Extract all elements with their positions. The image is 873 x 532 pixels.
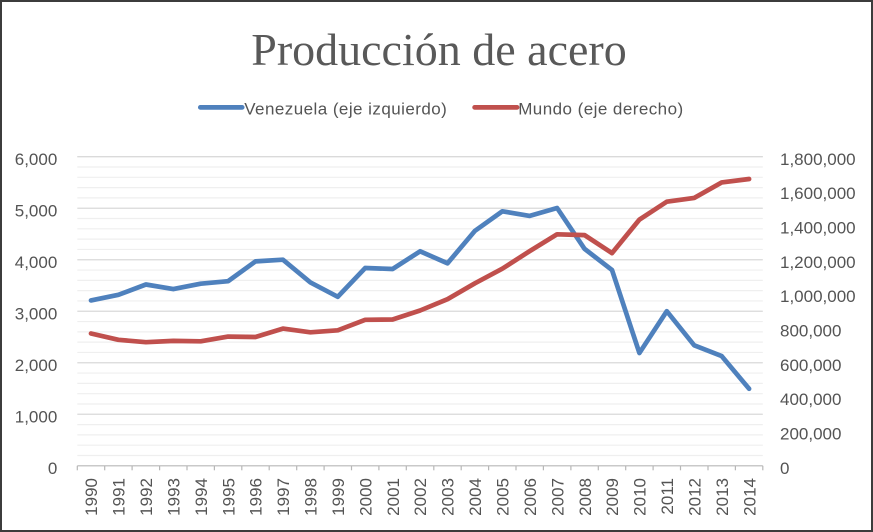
svg-text:2004: 2004 xyxy=(466,478,485,516)
svg-text:1,000,000: 1,000,000 xyxy=(780,287,856,306)
svg-text:1995: 1995 xyxy=(219,478,238,516)
svg-text:1999: 1999 xyxy=(329,478,348,516)
svg-text:2013: 2013 xyxy=(713,478,732,516)
svg-text:Venezuela (eje izquierdo): Venezuela (eje izquierdo) xyxy=(244,100,447,119)
svg-text:2007: 2007 xyxy=(548,478,567,516)
svg-text:2010: 2010 xyxy=(631,478,650,516)
svg-text:1991: 1991 xyxy=(110,478,129,516)
svg-text:2003: 2003 xyxy=(439,478,458,516)
svg-text:0: 0 xyxy=(48,459,57,478)
svg-text:2000: 2000 xyxy=(356,478,375,516)
svg-text:Mundo (eje derecho): Mundo (eje derecho) xyxy=(518,100,683,119)
svg-text:1,400,000: 1,400,000 xyxy=(780,219,856,238)
svg-text:2009: 2009 xyxy=(603,478,622,516)
svg-text:2001: 2001 xyxy=(384,478,403,516)
svg-text:Producción de acero: Producción de acero xyxy=(251,24,627,75)
svg-text:1992: 1992 xyxy=(137,478,156,516)
svg-text:1994: 1994 xyxy=(192,478,211,516)
svg-text:4,000: 4,000 xyxy=(15,253,58,272)
svg-text:800,000: 800,000 xyxy=(780,322,841,341)
svg-text:1,200,000: 1,200,000 xyxy=(780,253,856,272)
svg-text:1990: 1990 xyxy=(82,478,101,516)
svg-text:1996: 1996 xyxy=(247,478,266,516)
svg-text:1997: 1997 xyxy=(274,478,293,516)
svg-text:1993: 1993 xyxy=(165,478,184,516)
svg-text:1998: 1998 xyxy=(302,478,321,516)
svg-text:1,800,000: 1,800,000 xyxy=(780,150,856,169)
svg-text:2002: 2002 xyxy=(411,478,430,516)
svg-text:400,000: 400,000 xyxy=(780,390,841,409)
svg-text:2005: 2005 xyxy=(494,478,513,516)
svg-text:5,000: 5,000 xyxy=(15,201,58,220)
svg-text:0: 0 xyxy=(780,459,789,478)
svg-text:1,000: 1,000 xyxy=(15,407,58,426)
svg-text:600,000: 600,000 xyxy=(780,356,841,375)
svg-text:2012: 2012 xyxy=(686,478,705,516)
svg-text:2011: 2011 xyxy=(658,478,677,515)
svg-text:3,000: 3,000 xyxy=(15,304,58,323)
svg-text:2014: 2014 xyxy=(740,478,759,516)
svg-text:2008: 2008 xyxy=(576,478,595,516)
svg-text:1,600,000: 1,600,000 xyxy=(780,184,856,203)
svg-text:6,000: 6,000 xyxy=(15,150,58,169)
svg-text:2006: 2006 xyxy=(521,478,540,516)
svg-text:200,000: 200,000 xyxy=(780,425,841,444)
svg-text:2,000: 2,000 xyxy=(15,356,58,375)
